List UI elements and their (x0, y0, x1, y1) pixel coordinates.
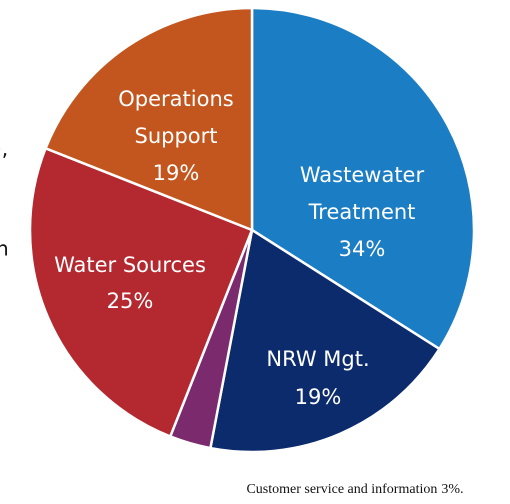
category-label: Treatment (308, 200, 416, 224)
value-label: 34% (339, 237, 386, 261)
category-label: Customer service and information (246, 482, 437, 497)
value-label: 19% (153, 161, 200, 185)
category-label: Support (134, 124, 217, 148)
pie-slice (250, 6, 476, 351)
pie-slice (208, 227, 442, 454)
pie-slice (43, 6, 254, 232)
category-label: Water Sources (54, 253, 206, 277)
category-label: Wastewater (300, 163, 425, 187)
cut-off-text: ), (0, 137, 8, 161)
category-label: Operations (118, 87, 233, 111)
value-label: 25% (107, 289, 154, 313)
category-label: NRW Mgt. (266, 347, 369, 371)
cut-off-text: n (0, 237, 9, 261)
value-label: 19% (295, 385, 342, 409)
value-label: 3%. (441, 482, 463, 497)
slice-label: Customer service and information 3%. (246, 482, 463, 497)
pie-slice (28, 146, 254, 439)
